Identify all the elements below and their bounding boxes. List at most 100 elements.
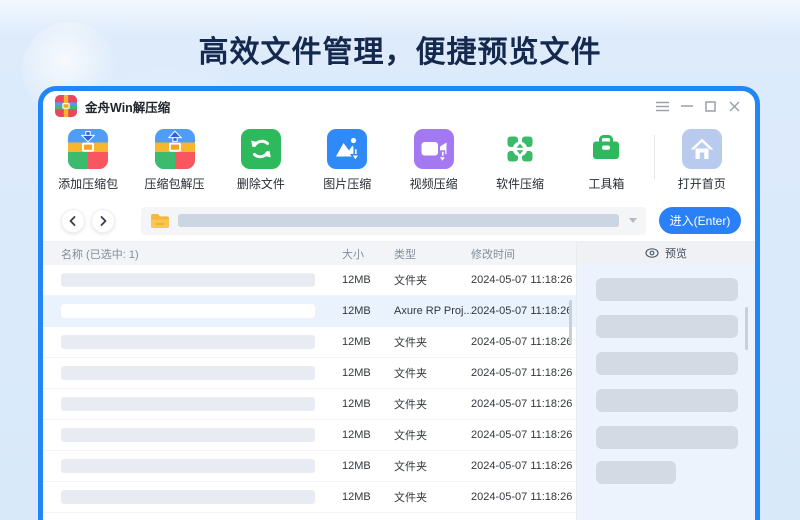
preview-placeholder [596,352,738,375]
toolbox-icon [593,135,620,159]
recycle-icon [240,129,281,169]
file-name-placeholder [61,335,315,349]
file-modified: 2024-05-07 11:18:26 [471,336,573,348]
maximize-icon[interactable] [704,100,717,113]
preview-placeholder [596,426,738,449]
table-row-selected[interactable]: 12MB Axure RP Proj... 2024-05-07 11:18:2… [43,296,576,327]
file-name-placeholder [61,304,315,318]
file-size: 12MB [342,491,371,503]
toolbar-item-label: 视频压缩 [409,177,458,191]
toolbar-item-add-archive[interactable]: 添加压缩包 [47,129,129,192]
file-type: 文件夹 [394,368,427,380]
file-type: 文件夹 [394,461,427,473]
table-scrollbar[interactable] [569,300,572,344]
window-title: 金舟Win解压缩 [85,100,171,115]
preview-panel: 预览 ? 预览乱码点这里>>> [577,242,755,520]
app-window: 金舟Win解压缩 [38,86,760,520]
preview-placeholder [596,461,676,484]
file-type: 文件夹 [394,492,427,504]
navigation-bar: 进入(Enter) [43,200,755,242]
minimize-icon[interactable] [680,100,693,113]
file-size: 12MB [342,367,371,379]
toolbar-item-label: 删除文件 [236,177,285,191]
table-row[interactable]: 12MB 文件夹 2024-05-07 11:18:26 [43,451,576,482]
file-type: 文件夹 [394,399,427,411]
file-size: 12MB [342,460,371,472]
header-type: 类型 [394,248,416,261]
preview-placeholder [596,389,738,412]
table-row[interactable]: 12MB 文件夹 2024-05-07 11:18:26 [43,327,576,358]
file-table: 名称 (已选中: 1) 大小 类型 修改时间 12MB 文件夹 2024-05-… [43,242,577,520]
archive-add-icon [68,129,109,169]
table-row[interactable]: 12MB 文件夹 2024-05-07 11:18:26 [43,420,576,451]
toolbar-item-delete-files[interactable]: 删除文件 [220,129,302,192]
header-name: 名称 (已选中: 1) [61,248,139,261]
file-type: 文件夹 [394,430,427,442]
table-row[interactable]: 12MB 文件夹 2024-05-07 11:18:26 [43,358,576,389]
toolbar-item-toolbox[interactable]: 工具箱 [565,129,647,192]
window-controls [656,100,741,113]
preview-placeholder [596,278,738,301]
header-size: 大小 [342,248,364,261]
file-type: Axure RP Proj... [394,305,471,317]
file-modified: 2024-05-07 11:18:26 [471,367,573,379]
chevron-right-icon [100,215,107,226]
path-value-placeholder [178,214,619,227]
archive-extract-icon [154,129,195,169]
table-row[interactable]: 12MB 文件夹 2024-05-07 11:18:26 [43,482,576,513]
forward-button[interactable] [91,208,115,233]
table-header: 名称 (已选中: 1) 大小 类型 修改时间 [43,242,576,265]
toolbar-item-label: 添加压缩包 [58,177,119,191]
back-button[interactable] [61,208,85,233]
table-row[interactable]: 12MB 文件夹 2024-05-07 11:18:26 [43,265,576,296]
file-modified: 2024-05-07 11:18:26 [471,429,573,441]
chevron-down-icon[interactable] [629,218,637,223]
preview-title: 预览 [665,247,687,260]
preview-scrollbar[interactable] [745,307,748,350]
header-modified: 修改时间 [471,248,515,261]
toolbar-item-image-compress[interactable]: 图片压缩 [306,129,388,192]
file-modified: 2024-05-07 11:18:26 [471,305,573,317]
toolbar-divider [653,135,655,179]
toolbar-item-open-home[interactable]: 打开首页 [661,129,743,192]
file-modified: 2024-05-07 11:18:26 [471,274,573,286]
file-size: 12MB [342,305,371,317]
file-size: 12MB [342,429,371,441]
hero-title: 高效文件管理，便捷预览文件 [198,36,602,69]
toolbar: 添加压缩包 压缩包解压 [43,121,755,200]
video-compress-icon [413,129,454,169]
file-size: 12MB [342,274,371,286]
file-size: 12MB [342,398,371,410]
file-modified: 2024-05-07 11:18:26 [471,460,573,472]
toolbar-item-extract-archive[interactable]: 压缩包解压 [133,129,215,192]
zip-archive-icon [55,95,77,117]
toolbar-item-label: 工具箱 [588,177,625,191]
preview-placeholder [596,315,738,338]
file-type: 文件夹 [394,337,427,349]
hamburger-menu-icon[interactable] [656,100,669,113]
file-name-placeholder [61,397,315,411]
chevron-left-icon [69,215,76,226]
image-compress-icon [327,129,368,169]
file-size: 12MB [342,336,371,348]
file-modified: 2024-05-07 11:18:26 [471,398,573,410]
software-compress-icon [507,136,533,162]
toolbar-item-video-compress[interactable]: 视频压缩 [393,129,475,192]
file-name-placeholder [61,490,315,504]
file-type: 文件夹 [394,275,427,287]
toolbar-item-label: 软件压缩 [496,177,545,191]
folder-icon [151,213,169,228]
close-icon[interactable] [728,100,741,113]
file-modified: 2024-05-07 11:18:26 [471,491,573,503]
toolbar-item-label: 图片压缩 [323,177,372,191]
path-input[interactable] [141,206,646,235]
main-content: 名称 (已选中: 1) 大小 类型 修改时间 12MB 文件夹 2024-05-… [43,242,755,520]
titlebar: 金舟Win解压缩 [43,91,755,121]
file-name-placeholder [61,428,315,442]
file-name-placeholder [61,459,315,473]
toolbar-item-label: 打开首页 [677,177,726,191]
table-row[interactable]: 12MB 文件夹 2024-05-07 11:18:26 [43,389,576,420]
toolbar-item-software-compress[interactable]: 软件压缩 [479,129,561,192]
enter-button[interactable]: 进入(Enter) [659,207,741,234]
